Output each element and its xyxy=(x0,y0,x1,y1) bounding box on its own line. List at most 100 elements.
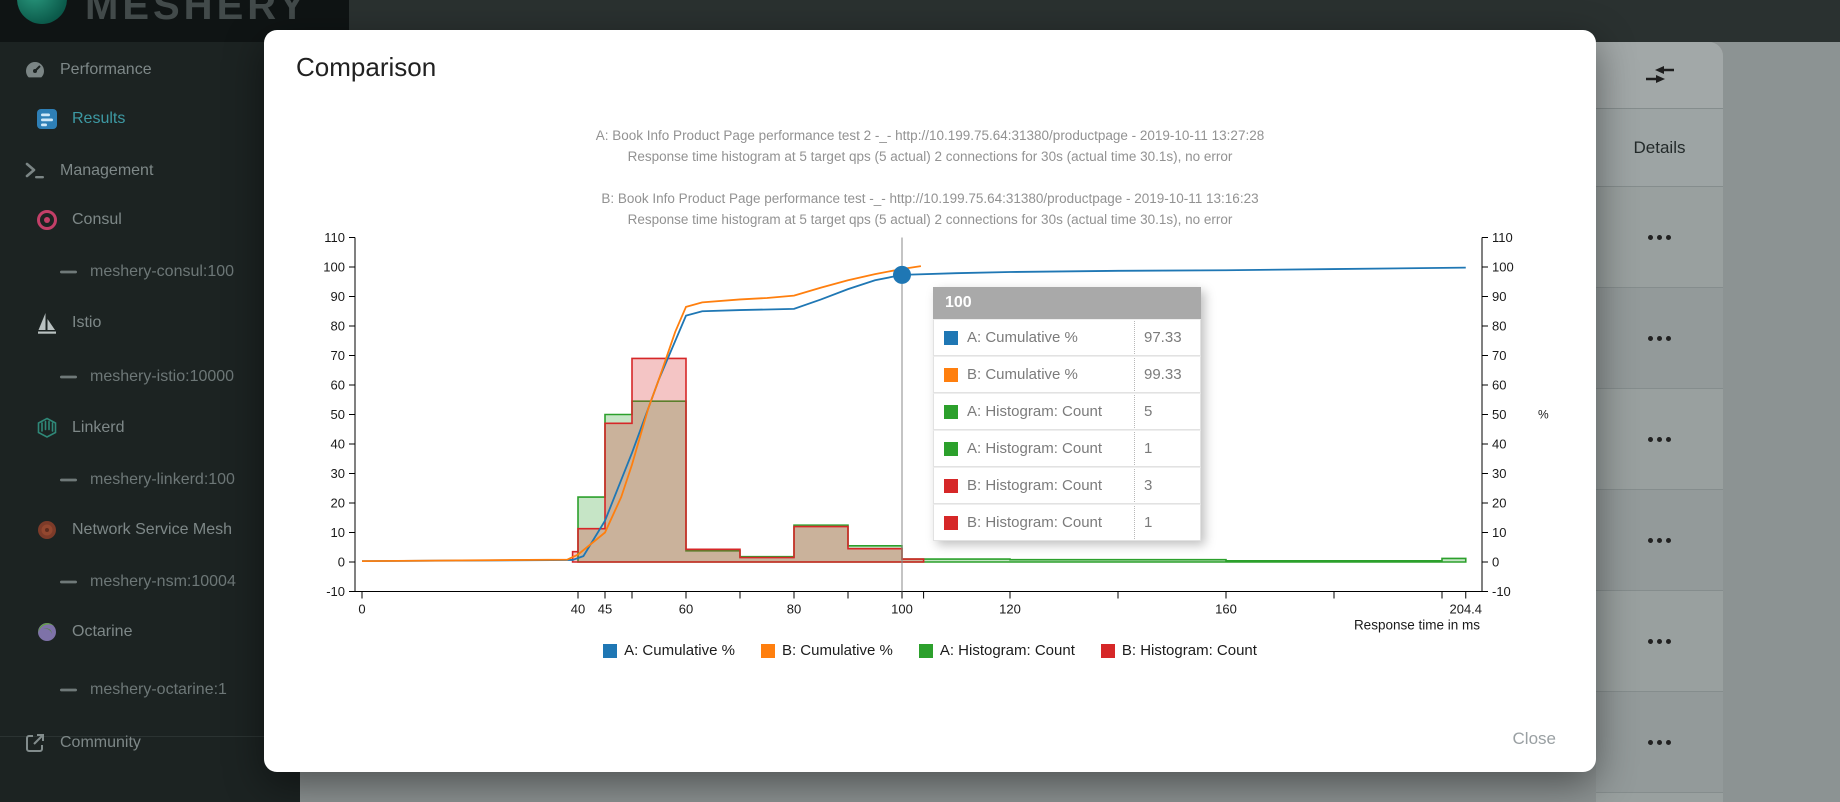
series-color-swatch xyxy=(944,367,958,382)
more-options-button[interactable] xyxy=(1648,335,1671,341)
tooltip-row: B: Cumulative % 99.33 xyxy=(933,356,1201,393)
svg-text:0: 0 xyxy=(358,602,365,617)
tooltip-row: A: Cumulative % 97.33 xyxy=(933,319,1201,356)
tooltip-series-label: A: Histogram: Count xyxy=(967,440,1103,457)
svg-text:30: 30 xyxy=(331,466,345,481)
svg-text:100: 100 xyxy=(1492,260,1514,275)
dash-icon xyxy=(58,259,82,285)
more-options-button[interactable] xyxy=(1648,234,1671,240)
sidebar: Performance Results Management Consul mesher… xyxy=(0,42,300,802)
legend-item[interactable]: B: Histogram: Count xyxy=(1100,642,1257,659)
dash-icon xyxy=(58,569,82,595)
collapse-arrows-icon[interactable] xyxy=(1596,42,1723,109)
sidebar-item-label: meshery-octarine:1 xyxy=(90,681,227,698)
svg-text:70: 70 xyxy=(1492,348,1506,363)
svg-text:40: 40 xyxy=(571,602,585,617)
sidebar-item-label: meshery-linkerd:100 xyxy=(90,471,235,488)
histogram-b xyxy=(571,357,925,563)
details-panel: Details xyxy=(1596,42,1723,802)
sidebar-item-results[interactable]: Results xyxy=(0,101,300,137)
svg-text:60: 60 xyxy=(679,602,693,617)
sidebar-item-nsm[interactable]: Network Service Mesh xyxy=(0,512,300,548)
consul-icon xyxy=(34,207,60,233)
sidebar-item-label: meshery-nsm:10004 xyxy=(90,573,236,590)
logo-area: MESHERY xyxy=(0,0,349,42)
nsm-icon xyxy=(34,517,60,543)
tooltip-series-value: 97.33 xyxy=(1134,321,1200,354)
series-color-swatch xyxy=(944,330,958,345)
legend-color-swatch xyxy=(760,643,775,658)
legend-item[interactable]: A: Histogram: Count xyxy=(918,642,1075,659)
sidebar-item-meshery-nsm[interactable]: meshery-nsm:10004 xyxy=(0,564,300,600)
more-options-button[interactable] xyxy=(1648,739,1671,745)
svg-text:45: 45 xyxy=(598,602,612,617)
more-options-button[interactable] xyxy=(1648,537,1671,543)
octarine-icon xyxy=(34,619,60,645)
svg-text:-10: -10 xyxy=(326,584,345,599)
sidebar-item-label: Performance xyxy=(60,61,152,78)
svg-text:30: 30 xyxy=(1492,466,1506,481)
sidebar-item-linkerd[interactable]: Linkerd xyxy=(0,410,300,446)
sidebar-item-community[interactable]: Community xyxy=(0,725,300,761)
legend-item[interactable]: A: Cumulative % xyxy=(603,642,735,659)
more-options-button[interactable] xyxy=(1648,436,1671,442)
tooltip-series-label: A: Histogram: Count xyxy=(967,403,1103,420)
series-color-swatch xyxy=(944,404,958,419)
tooltip-series-value: 99.33 xyxy=(1134,358,1200,391)
chart-title-a-line2: Response time histogram at 5 target qps … xyxy=(627,149,1233,164)
sidebar-item-label: Octarine xyxy=(72,623,133,640)
dash-icon xyxy=(58,677,82,703)
sidebar-item-management[interactable]: Management xyxy=(0,153,300,189)
svg-text:0: 0 xyxy=(1492,555,1499,570)
tooltip-series-value: 3 xyxy=(1134,469,1200,502)
tooltip-series-label: B: Histogram: Count xyxy=(967,514,1103,531)
chart-title-b-line2: Response time histogram at 5 target qps … xyxy=(627,212,1233,227)
sidebar-item-label: meshery-consul:100 xyxy=(90,263,235,280)
external-link-icon xyxy=(22,730,48,756)
svg-text:0: 0 xyxy=(338,555,345,570)
chart-legend: A: Cumulative % B: Cumulative % A: Histogr… xyxy=(264,642,1596,659)
legend-item[interactable]: B: Cumulative % xyxy=(760,642,893,659)
svg-text:110: 110 xyxy=(1492,230,1513,245)
svg-text:-10: -10 xyxy=(1492,584,1511,599)
svg-text:120: 120 xyxy=(999,602,1021,617)
details-row xyxy=(1596,591,1723,692)
chart-title-a-line1: A: Book Info Product Page performance te… xyxy=(595,128,1265,143)
sidebar-item-label: Consul xyxy=(72,211,122,228)
svg-text:10: 10 xyxy=(1492,525,1506,540)
tooltip-series-value: 5 xyxy=(1134,395,1200,428)
sidebar-item-performance[interactable]: Performance xyxy=(0,52,300,88)
sidebar-item-meshery-consul[interactable]: meshery-consul:100 xyxy=(0,254,300,290)
svg-text:60: 60 xyxy=(331,378,345,393)
legend-label: A: Cumulative % xyxy=(624,642,735,659)
svg-text:80: 80 xyxy=(1492,319,1506,334)
sidebar-item-label: Istio xyxy=(72,314,102,331)
meshery-logo-text: MESHERY xyxy=(85,0,310,28)
svg-text:20: 20 xyxy=(331,496,345,511)
sidebar-item-istio[interactable]: Istio xyxy=(0,305,300,341)
sidebar-item-meshery-linkerd[interactable]: meshery-linkerd:100 xyxy=(0,462,300,498)
dash-icon xyxy=(58,467,82,493)
linkerd-icon xyxy=(34,415,60,441)
more-options-button[interactable] xyxy=(1648,638,1671,644)
tooltip-row: B: Histogram: Count 3 xyxy=(933,467,1201,504)
tooltip-row: A: Histogram: Count 5 xyxy=(933,393,1201,430)
sidebar-item-consul[interactable]: Consul xyxy=(0,202,300,238)
svg-text:60: 60 xyxy=(1492,378,1506,393)
sidebar-item-meshery-octarine[interactable]: meshery-octarine:1 xyxy=(0,672,300,708)
tooltip-series-label: B: Cumulative % xyxy=(967,366,1078,383)
legend-label: B: Cumulative % xyxy=(781,642,893,659)
svg-text:50: 50 xyxy=(331,407,345,422)
sidebar-item-label: Community xyxy=(60,734,141,751)
close-button[interactable]: Close xyxy=(1507,728,1562,750)
sidebar-item-octarine[interactable]: Octarine xyxy=(0,614,300,650)
tooltip-series-value: 1 xyxy=(1134,432,1200,465)
svg-text:110: 110 xyxy=(324,230,345,245)
istio-icon xyxy=(34,310,60,336)
gauge-icon xyxy=(22,57,48,83)
chart-title-b-line1: B: Book Info Product Page performance te… xyxy=(601,191,1259,206)
sidebar-item-meshery-istio[interactable]: meshery-istio:10000 xyxy=(0,359,300,395)
legend-color-swatch xyxy=(1100,643,1115,658)
